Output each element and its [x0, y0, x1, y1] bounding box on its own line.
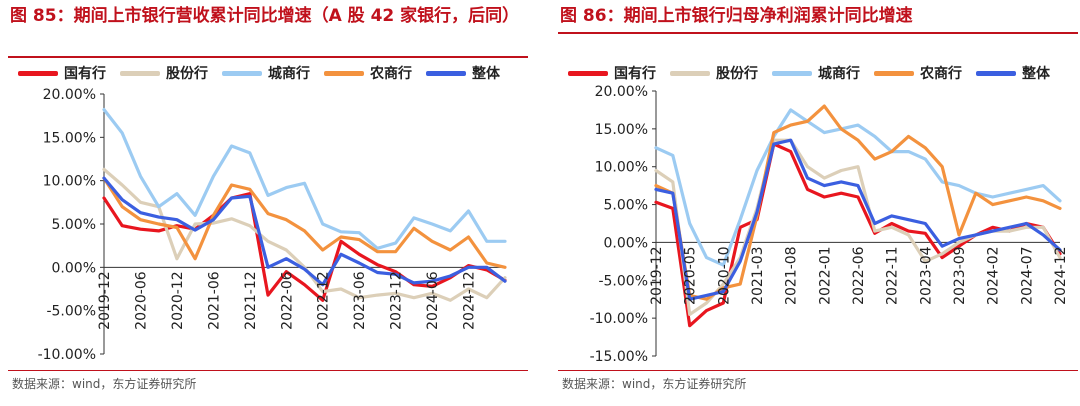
legend-label: 整体 — [472, 66, 500, 82]
x-tick-label: 2021-06 — [206, 271, 222, 330]
legend-label: 整体 — [1022, 66, 1050, 82]
legend-swatch — [670, 70, 710, 76]
legend-label: 城商行 — [818, 66, 860, 82]
source-note: 数据来源：wind，东方证券研究所 — [562, 377, 747, 391]
legend-swatch — [324, 70, 364, 76]
x-tick-label: 2021-08 — [784, 246, 800, 305]
series-line-农商行 — [654, 104, 1062, 301]
series-line-城商行 — [102, 107, 507, 250]
series-line-城商行 — [654, 108, 1062, 267]
title-divider — [558, 32, 1078, 34]
legend-swatch — [874, 70, 914, 76]
series-line-国有行 — [654, 142, 1062, 328]
y-tick-label: -10.00% — [38, 347, 96, 363]
y-tick-label: -10.00% — [590, 311, 648, 327]
legend: 国有行 股份行 城商行 农商行 整体 — [18, 63, 500, 83]
legend-item-rural: 农商行 — [874, 63, 962, 83]
legend-swatch — [568, 70, 608, 76]
line-chart-revenue: 20.00% 15.00% 10.00% 5.00% 0.00% -5.00% -10.00… — [38, 87, 507, 363]
chart-panel-85: 图 85：期间上市银行营收累计同比增速（A 股 42 家银行，后同） 国有行 股… — [0, 0, 530, 406]
y-tick-label: 20.00% — [595, 84, 648, 100]
legend-item-joint-stock: 股份行 — [120, 63, 208, 83]
legend-item-state: 国有行 — [18, 63, 106, 83]
y-tick-label: 5.00% — [604, 198, 648, 214]
x-tick-label: 2022-01 — [817, 246, 833, 305]
x-tick-label: 2024-07 — [1019, 246, 1035, 304]
legend-label: 股份行 — [166, 66, 208, 82]
x-tick-label: 2020-12 — [170, 271, 186, 330]
x-tick-label: 2020-10 — [716, 246, 732, 305]
legend-item-rural: 农商行 — [324, 63, 412, 83]
chart-title: 图 86：期间上市银行归母净利润累计同比增速 — [560, 6, 913, 26]
legend-item-overall: 整体 — [426, 63, 500, 83]
source-note: 数据来源：wind，东方证券研究所 — [12, 377, 197, 391]
x-tick-label: 2024-06 — [425, 271, 441, 330]
x-tick-label: 2020-05 — [683, 246, 699, 305]
chart-panel-86: 图 86：期间上市银行归母净利润累计同比增速 国有行 股份行 城商行 农商行 整… — [550, 0, 1080, 406]
series-line-整体 — [102, 176, 507, 287]
x-tick-label: 2022-06 — [851, 246, 867, 305]
legend-swatch — [426, 70, 466, 76]
y-tick-label: 15.00% — [43, 130, 96, 146]
y-tick-label: 0.00% — [52, 260, 96, 276]
y-tick-label: 5.00% — [52, 217, 96, 233]
legend-swatch — [120, 70, 160, 76]
legend: 国有行 股份行 城商行 农商行 整体 — [568, 63, 1050, 83]
y-tick-label: 20.00% — [43, 87, 96, 103]
legend-item-city: 城商行 — [772, 63, 860, 83]
footer-divider — [8, 370, 528, 371]
x-tick-label: 2021-03 — [750, 246, 766, 305]
x-tick-label: 2024-12 — [462, 271, 478, 330]
chart-title: 图 85：期间上市银行营收累计同比增速（A 股 42 家银行，后同） — [10, 6, 520, 26]
legend-label: 城商行 — [268, 66, 310, 82]
x-tick-label: 2023-12 — [389, 271, 405, 330]
y-tick-label: 10.00% — [43, 174, 96, 190]
legend-swatch — [18, 70, 58, 76]
legend-label: 农商行 — [920, 66, 962, 82]
x-tick-label: 2024-12 — [1053, 246, 1069, 305]
legend-item-state: 国有行 — [568, 63, 656, 83]
x-tick-label: 2022-12 — [316, 271, 332, 330]
line-chart-net-profit: 20.00% 15.00% 10.00% 5.00% 0.00% -5.00% -10.00… — [590, 84, 1069, 365]
x-tick-label: 2021-12 — [243, 271, 259, 330]
legend-label: 股份行 — [716, 66, 758, 82]
legend-label: 国有行 — [614, 66, 656, 82]
x-tick-label: 2023-06 — [352, 271, 368, 330]
x-tick-label: 2023-09 — [952, 246, 968, 305]
legend-item-city: 城商行 — [222, 63, 310, 83]
x-tick-label: 2024-02 — [986, 246, 1002, 305]
legend-label: 农商行 — [370, 66, 412, 82]
series-line-农商行 — [102, 176, 507, 269]
x-tick-label: 2022-11 — [885, 246, 901, 305]
x-tick-label: 2023-04 — [918, 246, 934, 305]
y-tick-label: 10.00% — [595, 160, 648, 176]
legend-item-joint-stock: 股份行 — [670, 63, 758, 83]
series-line-整体 — [654, 138, 1062, 301]
legend-item-overall: 整体 — [976, 63, 1050, 83]
legend-swatch — [772, 70, 812, 76]
y-tick-label: -5.00% — [46, 304, 96, 320]
x-tick-label: 2022-06 — [279, 271, 295, 330]
x-tick-label: 2019-12 — [649, 246, 665, 305]
y-tick-label: 0.00% — [604, 235, 648, 251]
legend-swatch — [222, 70, 262, 76]
x-tick-label: 2019-12 — [97, 271, 113, 330]
y-tick-label: -15.00% — [590, 349, 648, 365]
legend-swatch — [976, 70, 1016, 76]
y-tick-label: 15.00% — [595, 122, 648, 138]
footer-divider — [558, 370, 1078, 371]
y-tick-label: -5.00% — [598, 273, 648, 289]
legend-label: 国有行 — [64, 66, 106, 82]
x-tick-label: 2020-06 — [133, 271, 149, 330]
title-divider — [8, 56, 528, 58]
